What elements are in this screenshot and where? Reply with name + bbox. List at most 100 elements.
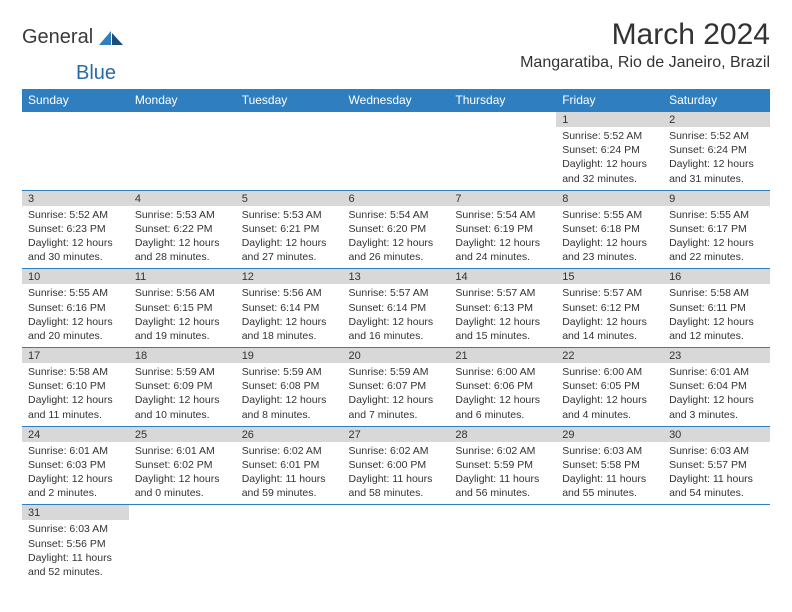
day-detail-cell: Sunrise: 5:58 AMSunset: 6:11 PMDaylight:… <box>663 284 770 347</box>
daylight-line: Daylight: 12 hours and 12 minutes. <box>669 316 754 342</box>
day-number-cell: 9 <box>663 190 770 206</box>
sunrise-line: Sunrise: 5:59 AM <box>135 366 215 378</box>
day-detail-cell: Sunrise: 5:55 AMSunset: 6:16 PMDaylight:… <box>22 284 129 347</box>
daylight-line: Daylight: 11 hours and 59 minutes. <box>242 473 326 499</box>
day-number-cell <box>343 112 450 128</box>
day-number-cell: 1 <box>556 112 663 128</box>
day-detail-cell: Sunrise: 5:59 AMSunset: 6:07 PMDaylight:… <box>343 363 450 426</box>
day-detail-cell: Sunrise: 6:01 AMSunset: 6:02 PMDaylight:… <box>129 442 236 505</box>
sunset-line: Sunset: 6:15 PM <box>135 302 213 314</box>
day-number-cell: 13 <box>343 269 450 285</box>
sunset-line: Sunset: 6:00 PM <box>349 459 427 471</box>
day-detail-cell <box>556 520 663 583</box>
daylight-line: Daylight: 11 hours and 55 minutes. <box>562 473 646 499</box>
daylight-line: Daylight: 12 hours and 27 minutes. <box>242 237 327 263</box>
day-detail-cell: Sunrise: 6:03 AMSunset: 5:56 PMDaylight:… <box>22 520 129 583</box>
detail-row: Sunrise: 5:52 AM Sunset: 6:24 PM Daylight:… <box>22 127 770 190</box>
logo-text-blue-wrap: Blue <box>76 62 792 85</box>
daylight-line: Daylight: 12 hours and 3 minutes. <box>669 394 754 420</box>
sunrise-line: Sunrise: 5:59 AM <box>349 366 429 378</box>
daylight-line: Daylight: 12 hours and 26 minutes. <box>349 237 434 263</box>
day-detail-cell: Sunrise: 5:54 AMSunset: 6:20 PMDaylight:… <box>343 206 450 269</box>
sunset-line: Sunset: 5:56 PM <box>28 538 106 550</box>
day-detail-cell: Sunrise: 5:52 AMSunset: 6:23 PMDaylight:… <box>22 206 129 269</box>
daylight-line: Daylight: 12 hours and 32 minutes. <box>562 158 647 184</box>
daylight-line: Daylight: 12 hours and 7 minutes. <box>349 394 434 420</box>
detail-row: Sunrise: 6:03 AMSunset: 5:56 PMDaylight:… <box>22 520 770 583</box>
sunset-line: Sunset: 6:16 PM <box>28 302 106 314</box>
logo-sail-icon <box>97 29 125 47</box>
daylight-line: Daylight: 12 hours and 15 minutes. <box>455 316 540 342</box>
sunrise-line: Sunrise: 5:58 AM <box>669 287 749 299</box>
sunrise-line: Sunrise: 5:58 AM <box>28 366 108 378</box>
sunset-line: Sunset: 6:10 PM <box>28 380 106 392</box>
day-number-cell: 30 <box>663 426 770 442</box>
dayhead-fri: Friday <box>556 89 663 112</box>
daylight-line: Daylight: 12 hours and 16 minutes. <box>349 316 434 342</box>
day-number-cell: 19 <box>236 348 343 364</box>
day-detail-cell: Sunrise: 5:59 AMSunset: 6:08 PMDaylight:… <box>236 363 343 426</box>
day-number-cell <box>663 505 770 521</box>
day-detail-cell: Sunrise: 5:52 AMSunset: 6:24 PMDaylight:… <box>556 127 663 190</box>
daynum-row: 12 <box>22 112 770 128</box>
sunset-line: Sunset: 6:19 PM <box>455 223 533 235</box>
sunset-line: Sunset: 6:01 PM <box>242 459 320 471</box>
day-number-cell <box>449 112 556 128</box>
calendar-body: 12 Sunrise: 5:52 AM Sunset: 6:24 PM Dayligh… <box>22 112 770 584</box>
day-detail-cell: Sunrise: 5:54 AMSunset: 6:19 PMDaylight:… <box>449 206 556 269</box>
daylight-line: Daylight: 11 hours and 56 minutes. <box>455 473 539 499</box>
day-detail-cell <box>449 127 556 190</box>
day-number-cell <box>129 112 236 128</box>
day-detail-cell: Sunrise: 5:55 AMSunset: 6:17 PMDaylight:… <box>663 206 770 269</box>
daylight-line: Daylight: 12 hours and 28 minutes. <box>135 237 220 263</box>
day-detail-cell: Sunrise: 5:56 AMSunset: 6:14 PMDaylight:… <box>236 284 343 347</box>
month-title: March 2024 <box>520 18 770 52</box>
sunset-line: Sunset: 6:17 PM <box>669 223 747 235</box>
day-number-cell: 10 <box>22 269 129 285</box>
day-number-cell <box>129 505 236 521</box>
logo-text-blue: Blue <box>76 62 116 84</box>
day-detail-cell <box>236 520 343 583</box>
day-number-cell: 18 <box>129 348 236 364</box>
sunrise-line: Sunrise: 5:52 AM <box>669 130 749 142</box>
day-number-cell: 2 <box>663 112 770 128</box>
sunrise-line: Sunrise: 6:01 AM <box>669 366 749 378</box>
detail-row: Sunrise: 5:52 AMSunset: 6:23 PMDaylight:… <box>22 206 770 269</box>
day-number-cell: 26 <box>236 426 343 442</box>
day-number-cell: 12 <box>236 269 343 285</box>
daynum-row: 10111213141516 <box>22 269 770 285</box>
sunset-line: Sunset: 6:24 PM <box>669 144 747 156</box>
day-detail-cell: Sunrise: 5:53 AMSunset: 6:21 PMDaylight:… <box>236 206 343 269</box>
sunset-line: Sunset: 6:20 PM <box>349 223 427 235</box>
sunrise-line: Sunrise: 6:02 AM <box>242 445 322 457</box>
daylight-line: Daylight: 12 hours and 0 minutes. <box>135 473 220 499</box>
day-number-cell: 3 <box>22 190 129 206</box>
day-detail-cell <box>343 520 450 583</box>
day-number-cell <box>343 505 450 521</box>
day-header-row: Sunday Monday Tuesday Wednesday Thursday… <box>22 89 770 112</box>
daynum-row: 24252627282930 <box>22 426 770 442</box>
sunset-line: Sunset: 6:03 PM <box>28 459 106 471</box>
day-detail-cell: Sunrise: 6:02 AMSunset: 5:59 PMDaylight:… <box>449 442 556 505</box>
calendar-table: Sunday Monday Tuesday Wednesday Thursday… <box>22 89 770 583</box>
day-number-cell: 5 <box>236 190 343 206</box>
dayhead-wed: Wednesday <box>343 89 450 112</box>
daylight-line: Daylight: 12 hours and 2 minutes. <box>28 473 113 499</box>
day-number-cell: 24 <box>22 426 129 442</box>
sunrise-line: Sunrise: 6:03 AM <box>28 523 108 535</box>
day-number-cell: 29 <box>556 426 663 442</box>
sunrise-line: Sunrise: 5:53 AM <box>242 209 322 221</box>
day-number-cell <box>22 112 129 128</box>
day-number-cell: 28 <box>449 426 556 442</box>
day-detail-cell: Sunrise: 6:03 AM Sunset: 5:58 PM Daylight:… <box>556 442 663 505</box>
day-number-cell <box>236 505 343 521</box>
dayhead-thu: Thursday <box>449 89 556 112</box>
day-detail-cell: Sunrise: 5:52 AMSunset: 6:24 PMDaylight:… <box>663 127 770 190</box>
daylight-line: Daylight: 12 hours and 20 minutes. <box>28 316 113 342</box>
day-number-cell: 23 <box>663 348 770 364</box>
sunrise-line: Sunrise: 6:03 AM <box>562 445 642 457</box>
day-number-cell: 11 <box>129 269 236 285</box>
daylight-line: Daylight: 12 hours and 8 minutes. <box>242 394 327 420</box>
sunset-line: Sunset: 5:58 PM <box>562 459 640 471</box>
sunrise-line: Sunrise: 5:57 AM <box>455 287 535 299</box>
